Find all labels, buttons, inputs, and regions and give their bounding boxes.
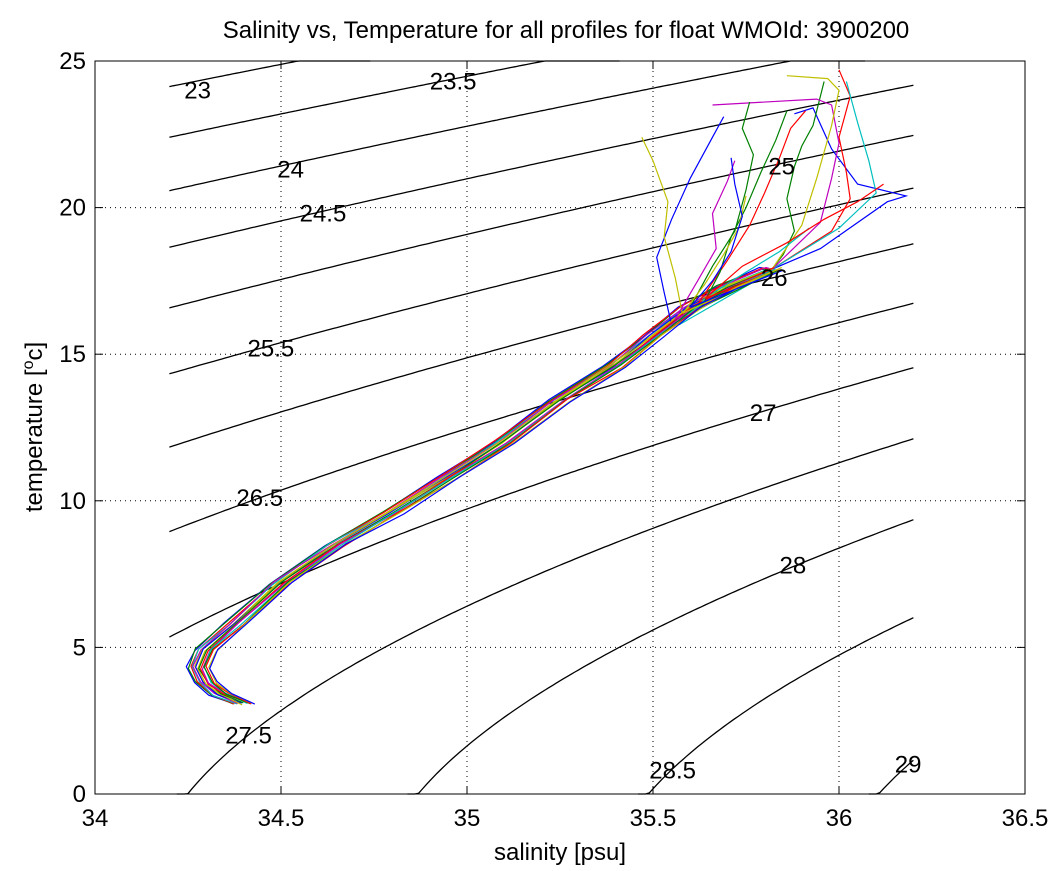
x-tick-label: 36.5 bbox=[1002, 805, 1049, 832]
y-axis-label: temperature [oc] bbox=[20, 342, 48, 512]
y-tick-label: 25 bbox=[59, 48, 86, 75]
y-tick-label: 15 bbox=[59, 341, 86, 368]
x-tick-label: 36 bbox=[826, 805, 853, 832]
contour-label: 23.5 bbox=[430, 69, 477, 96]
chart-title: Salinity vs, Temperature for all profile… bbox=[223, 17, 910, 44]
contour-label: 24.5 bbox=[300, 200, 347, 227]
density-contour-line bbox=[169, 134, 914, 309]
profile-line bbox=[201, 160, 775, 703]
contour-label: 26 bbox=[761, 265, 788, 292]
density-contour-line bbox=[169, 60, 865, 192]
contour-label: 23 bbox=[184, 77, 211, 104]
y-axis-label-degree: o bbox=[20, 360, 37, 369]
contour-label: 29 bbox=[895, 752, 922, 779]
density-contour-line bbox=[169, 84, 914, 248]
contour-label: 27.5 bbox=[225, 722, 272, 749]
contour-label: 28 bbox=[779, 552, 806, 579]
contour-label: 27 bbox=[750, 400, 777, 427]
x-axis-label: salinity [psu] bbox=[494, 839, 626, 866]
x-tick-label: 34 bbox=[82, 805, 109, 832]
y-axis-label-main: temperature [ bbox=[21, 369, 48, 512]
profile-line bbox=[205, 183, 884, 705]
profiles bbox=[185, 69, 909, 706]
profile-line bbox=[197, 136, 772, 706]
density-contour-line bbox=[407, 519, 914, 795]
profile-line bbox=[203, 110, 788, 705]
contour-label: 25 bbox=[768, 154, 795, 181]
contour-label: 26.5 bbox=[236, 485, 283, 512]
x-tick-label: 34.5 bbox=[258, 805, 305, 832]
contour-label: 25.5 bbox=[248, 335, 295, 362]
plot-area bbox=[95, 61, 1025, 794]
y-tick-label: 10 bbox=[59, 488, 86, 515]
profile-line bbox=[194, 75, 840, 704]
contour-labels: 23 23.5 24 24.5 25 25.5 26 26.5 27 27.5 28 28.5 29 bbox=[184, 69, 921, 785]
profile-line bbox=[208, 195, 782, 704]
x-tick-label: 35 bbox=[454, 805, 481, 832]
y-tick-label: 0 bbox=[73, 781, 86, 808]
density-contour-line bbox=[176, 438, 914, 795]
profile-line bbox=[209, 157, 784, 705]
density-contour-line bbox=[638, 617, 914, 795]
contour-label: 28.5 bbox=[649, 758, 696, 785]
density-contour-line bbox=[169, 187, 914, 375]
x-tick-label: 35.5 bbox=[630, 805, 677, 832]
density-contour-line bbox=[169, 243, 914, 448]
y-tick-label: 20 bbox=[59, 195, 86, 222]
plot-frame bbox=[94, 60, 1026, 795]
profile-line bbox=[198, 101, 772, 704]
contour-label: 24 bbox=[277, 156, 304, 183]
profile-line bbox=[187, 81, 825, 705]
x-axis-ticks: 34 34.5 35 35.5 36 36.5 bbox=[82, 61, 1049, 832]
y-axis-label-unit: c] bbox=[21, 342, 48, 361]
y-axis-ticks: 0 5 10 15 20 25 bbox=[59, 48, 1025, 808]
y-tick-label: 5 bbox=[73, 634, 86, 661]
